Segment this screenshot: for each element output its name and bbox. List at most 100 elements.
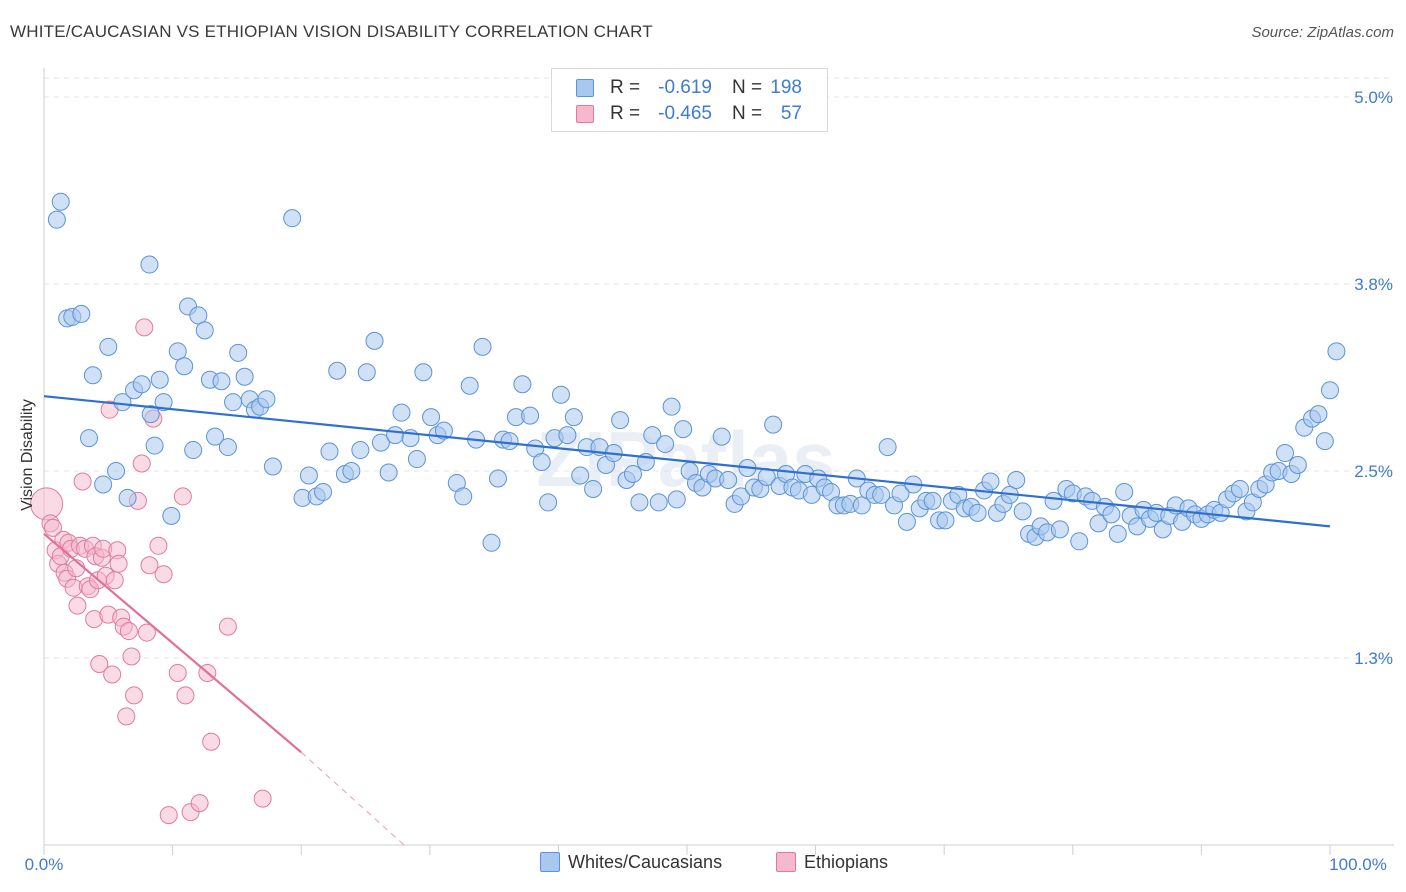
whites-point xyxy=(150,370,169,389)
whites-point xyxy=(1102,505,1121,524)
whites-point xyxy=(328,361,347,380)
whites-point xyxy=(584,479,603,498)
whites-point xyxy=(968,503,987,522)
whites-point xyxy=(351,441,370,460)
whites-point xyxy=(195,321,214,340)
whites-point xyxy=(162,506,181,525)
ethiopians-point xyxy=(253,789,272,808)
y-axis-label: Vision Disability xyxy=(19,399,36,511)
axes xyxy=(43,68,1394,855)
whites-point xyxy=(257,390,276,409)
whites-point xyxy=(263,457,282,476)
ethiopians-point xyxy=(122,647,141,666)
whites-point xyxy=(212,372,231,391)
ethiopians-points xyxy=(30,318,272,825)
whites-point xyxy=(168,342,187,361)
whites-point xyxy=(72,304,91,323)
legend-item-ethiopians: Ethiopians xyxy=(776,852,888,873)
whites-point xyxy=(1288,456,1307,475)
whites-point xyxy=(1070,532,1089,551)
whites-point xyxy=(981,472,1000,491)
n-label: N = xyxy=(732,77,763,98)
whites-point xyxy=(571,466,590,485)
ethiopians-point xyxy=(159,806,178,825)
legend-row-ethiopians: R = -0.465 N = 57 xyxy=(552,101,827,127)
ethiopians-point xyxy=(125,686,144,705)
whites-point xyxy=(154,393,173,412)
whites-point xyxy=(229,343,248,362)
n-value-ethiopians: 57 xyxy=(780,103,802,124)
whites-point xyxy=(379,463,398,482)
ethiopians-point xyxy=(190,794,209,813)
whites-point xyxy=(175,357,194,376)
whites-point xyxy=(551,385,570,404)
whites-point xyxy=(656,435,675,454)
whites-point xyxy=(712,427,731,446)
whites-points xyxy=(47,192,1346,552)
whites-point xyxy=(434,421,453,440)
whites-point xyxy=(1309,405,1328,424)
whites-point xyxy=(473,337,492,356)
whites-point xyxy=(422,408,441,427)
whites-point xyxy=(184,441,203,460)
whites-point xyxy=(51,192,70,211)
ethiopians-point xyxy=(137,623,156,642)
whites-point xyxy=(1108,524,1127,543)
whites-point xyxy=(99,337,118,356)
whites-point xyxy=(460,376,479,395)
r-value-whites: -0.619 xyxy=(658,77,712,98)
trend-lines xyxy=(43,395,1331,846)
whites-point xyxy=(891,484,910,503)
whites-point xyxy=(1089,514,1108,533)
whites-point xyxy=(235,367,254,386)
whites-point xyxy=(314,482,333,501)
whites-point xyxy=(94,475,113,494)
whites-point xyxy=(342,462,361,480)
n-value-whites: 198 xyxy=(770,77,802,98)
y-tick-label: 2.5% xyxy=(1354,462,1393,481)
y-tick-label: 1.3% xyxy=(1354,649,1393,668)
whites-point xyxy=(218,438,237,457)
correlation-legend: R = -0.619 N = 198 R = -0.465 N = 57 xyxy=(551,68,828,132)
whites-trend-line xyxy=(43,395,1331,528)
whites-point xyxy=(649,493,668,512)
whites-point xyxy=(558,426,577,445)
whites-point xyxy=(1013,502,1032,521)
tick-labels: 1.3% 2.5% 3.8% 5.0% 0.0% 100.0% xyxy=(25,88,1393,874)
whites-point xyxy=(365,331,384,350)
whites-point xyxy=(564,408,583,427)
whites-point xyxy=(764,415,783,434)
r-label: R = xyxy=(610,77,641,98)
whites-point xyxy=(206,427,225,446)
n-label: N = xyxy=(732,103,763,124)
whites-point xyxy=(141,405,160,424)
whites-legend-label: Whites/Caucasians xyxy=(568,852,723,872)
whites-point xyxy=(132,375,151,394)
whites-point xyxy=(371,433,390,452)
ethiopians-point xyxy=(117,707,136,726)
whites-point xyxy=(407,450,426,469)
whites-point xyxy=(611,411,630,430)
chart-source: Source: ZipAtlas.com xyxy=(1251,24,1394,41)
whites-point xyxy=(145,436,164,455)
whites-point xyxy=(107,462,126,480)
ethiopians-legend-label: Ethiopians xyxy=(804,852,889,872)
whites-point xyxy=(643,426,662,445)
legend-row-whites: R = -0.619 N = 198 xyxy=(552,75,827,101)
whites-point xyxy=(1327,342,1346,361)
whites-point xyxy=(482,533,501,552)
ethiopians-point xyxy=(119,622,138,641)
ethiopians-point xyxy=(149,536,168,555)
whites-point xyxy=(357,363,376,382)
whites-point xyxy=(630,493,649,512)
whites-point xyxy=(500,432,519,451)
whites-point xyxy=(454,487,473,506)
x-tick-label-max: 100.0% xyxy=(1329,855,1387,874)
ethiopians-legend-swatch xyxy=(776,852,796,872)
ethiopians-point xyxy=(140,556,159,575)
whites-point xyxy=(623,464,642,483)
whites-point xyxy=(488,469,507,488)
whites-point xyxy=(1275,444,1294,463)
ethiopians-point xyxy=(135,318,154,337)
